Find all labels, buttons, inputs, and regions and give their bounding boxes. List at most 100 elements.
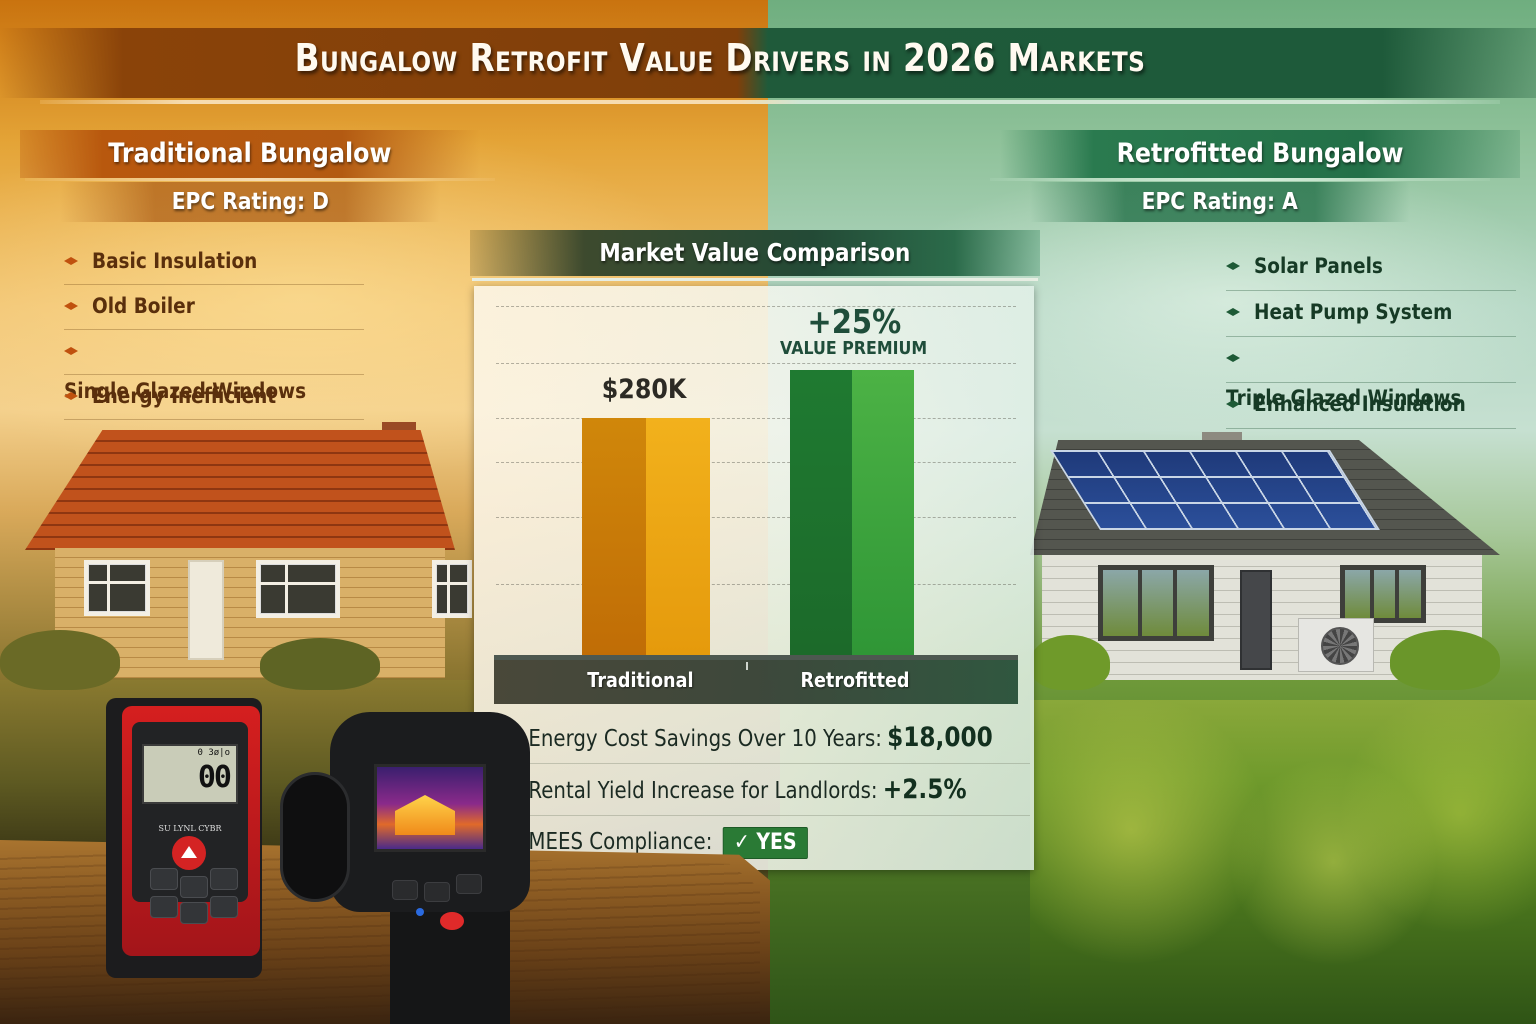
list-item: Energy Inefficient: [64, 375, 364, 420]
shrub: [1390, 630, 1500, 690]
retrofitted-heading: Retrofitted Bungalow: [1000, 130, 1520, 178]
diamond-bullet-icon: [1226, 308, 1240, 316]
title-banner: [0, 28, 1536, 98]
retrofitted-bar: [790, 370, 914, 655]
traditional-house-illustration: [0, 420, 480, 690]
laser-distance-meter: 0 3ø|o 00 SU LYNL CYBR: [106, 698, 262, 978]
premium-percentage-text: +25%: [807, 302, 901, 341]
list-item: Triple Glazed Windows: [1226, 337, 1516, 410]
list-item: Single Glazed Windows: [64, 330, 364, 403]
gridline: [496, 584, 1016, 585]
premium-percentage: +25%: [774, 302, 934, 341]
traditional-heading: Traditional Bungalow: [20, 130, 480, 178]
meter-key: [210, 868, 238, 890]
camera-button: [424, 882, 450, 902]
stat-label: MEES Compliance:: [528, 829, 713, 855]
traditional-bar: [582, 418, 710, 655]
tiled-roof: [25, 430, 455, 550]
diamond-bullet-icon: [1226, 354, 1240, 362]
retrofitted-feature-list: Solar Panels Heat Pump System Triple Gla…: [1226, 245, 1516, 429]
meter-key: [210, 896, 238, 918]
meter-key: [150, 868, 178, 890]
bar-face: [852, 370, 914, 655]
single-glazed-window: [256, 560, 340, 618]
shrub: [0, 630, 120, 690]
stat-energy-savings: Energy Cost Savings Over 10 Years: $18,00…: [500, 712, 1030, 764]
list-item: Heat Pump System: [1226, 291, 1516, 337]
heat-pump-unit: [1298, 618, 1374, 672]
gridline: [496, 517, 1016, 518]
badge-text: YES: [756, 829, 797, 855]
benefit-stats-list: Energy Cost Savings Over 10 Years: $18,00…: [500, 712, 1030, 868]
premium-label-text: VALUE PREMIUM: [780, 338, 928, 359]
single-glazed-window: [432, 560, 472, 618]
traditional-epc-text: EPC Rating: D: [171, 189, 329, 215]
premium-label: VALUE PREMIUM: [744, 338, 964, 359]
chart-title: Market Value Comparison: [599, 238, 911, 267]
solar-panels-icon: [1050, 450, 1380, 530]
traditional-epc-rating: EPC Rating: D: [60, 182, 440, 222]
traditional-value-label: $280K: [574, 374, 714, 405]
retrofitted-house-illustration: [1030, 430, 1500, 700]
measure-triangle-icon: [172, 836, 206, 870]
feature-label: Basic Insulation: [92, 249, 258, 273]
retrofitted-heading-text: Retrofitted Bungalow: [1116, 138, 1404, 169]
diamond-bullet-icon: [64, 347, 78, 355]
front-door: [188, 560, 224, 660]
stat-label: Energy Cost Savings Over 10 Years:: [528, 726, 882, 752]
list-item: Solar Panels: [1226, 245, 1516, 291]
checkmark-icon: ✓: [733, 829, 750, 855]
feature-label: Enhanced Insulation: [1254, 392, 1466, 416]
bar-face: [582, 418, 646, 655]
diamond-bullet-icon: [64, 392, 78, 400]
camera-capture-button: [440, 912, 464, 930]
retrofitted-epc-text: EPC Rating: A: [1141, 189, 1299, 215]
traditional-feature-list: Basic Insulation Old Boiler Single Glaze…: [64, 240, 364, 420]
retrofitted-divider: [990, 178, 1490, 181]
feature-label: Solar Panels: [1254, 254, 1383, 278]
feature-label: Energy Inefficient: [92, 384, 277, 408]
chart-title-banner: Market Value Comparison: [470, 230, 1040, 276]
thermal-house-icon: [395, 795, 455, 835]
traditional-value-text: $280K: [601, 374, 687, 405]
traditional-divider: [25, 178, 495, 181]
shrub: [260, 638, 380, 690]
x-axis-label-traditional: Traditional: [560, 668, 720, 692]
traditional-heading-text: Traditional Bungalow: [108, 138, 392, 169]
feature-label: Heat Pump System: [1254, 300, 1453, 324]
camera-button: [392, 880, 418, 900]
page-title: Bungalow Retrofit Value Drivers in 2026 …: [294, 36, 1146, 80]
x-axis-divider: [746, 662, 748, 670]
axis-label-text: Traditional: [586, 668, 694, 692]
chart-baseline: [494, 655, 1018, 660]
meter-status-text: 0 3ø|o: [197, 748, 230, 758]
title-divider: [40, 100, 1500, 104]
meter-brand-label: SU LYNL CYBR: [158, 824, 222, 833]
feature-label: Old Boiler: [92, 294, 195, 318]
camera-led-icon: [416, 908, 424, 916]
meter-lcd-screen: 0 3ø|o 00: [142, 744, 238, 804]
diamond-bullet-icon: [64, 257, 78, 265]
list-item: Basic Insulation: [64, 240, 364, 285]
meter-key: [180, 876, 208, 898]
market-value-chart: $280K +25% VALUE PREMIUM: [474, 286, 1034, 870]
fan-icon: [1321, 627, 1359, 665]
single-glazed-window: [84, 560, 150, 616]
axis-label-text: Retrofitted: [800, 668, 910, 692]
bar-face: [646, 418, 710, 655]
gridline: [496, 418, 1016, 419]
bar-face: [790, 370, 852, 655]
diamond-bullet-icon: [1226, 400, 1240, 408]
stat-mees-compliance: MEES Compliance: ✓ YES: [500, 816, 1030, 868]
list-item: Old Boiler: [64, 285, 364, 330]
thermal-screen: [374, 764, 486, 852]
gridline: [496, 306, 1016, 307]
feature-label: Single Glazed Windows: [64, 379, 307, 403]
list-item: Enhanced Insulation: [1226, 383, 1516, 429]
feature-label: Triple Glazed Windows: [1226, 386, 1462, 410]
diamond-bullet-icon: [64, 302, 78, 310]
hedge-lawn: [1030, 700, 1536, 1024]
stat-label: Rental Yield Increase for Landlords:: [528, 778, 878, 804]
thermal-imaging-camera: [280, 712, 530, 1024]
shrub: [1030, 635, 1110, 690]
